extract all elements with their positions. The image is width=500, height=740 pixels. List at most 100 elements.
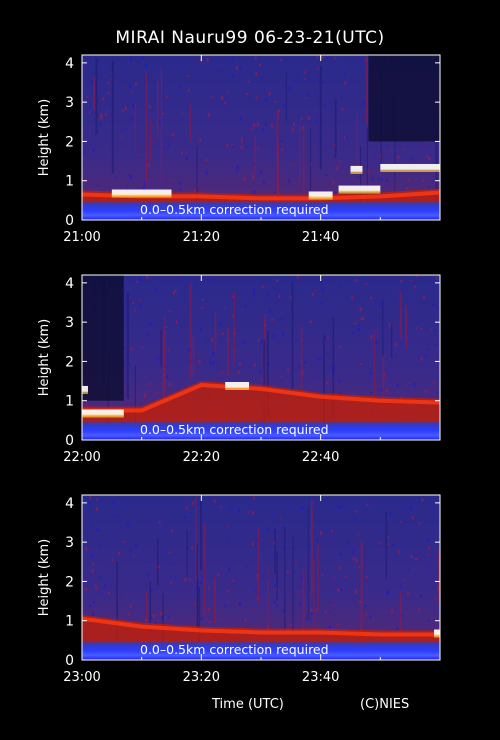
noise-speck xyxy=(266,293,269,297)
noise-speck xyxy=(360,318,363,321)
noise-speck xyxy=(198,359,201,364)
signal-streak xyxy=(126,293,129,400)
noise-speck xyxy=(124,86,127,88)
noise-speck xyxy=(264,123,267,127)
noise-speck xyxy=(129,174,132,179)
cloud-echo xyxy=(434,629,440,636)
noise-speck xyxy=(135,544,138,548)
noise-speck xyxy=(366,503,369,506)
noise-speck xyxy=(407,568,410,571)
noise-speck xyxy=(148,382,151,386)
signal-streak xyxy=(291,283,294,395)
noise-speck xyxy=(337,588,340,592)
noise-speck xyxy=(343,393,346,395)
noise-speck xyxy=(145,561,148,564)
noise-speck xyxy=(338,379,341,384)
noise-speck xyxy=(207,278,210,282)
x-tick-label: 21:00 xyxy=(63,230,100,245)
noise-speck xyxy=(238,509,241,513)
noise-speck xyxy=(296,275,299,279)
noise-speck xyxy=(168,310,171,313)
noise-speck xyxy=(164,139,167,141)
noise-speck xyxy=(232,73,235,77)
noise-speck xyxy=(93,600,96,604)
x-tick-label: 21:20 xyxy=(183,230,220,245)
noise-speck xyxy=(364,605,367,608)
noise-speck xyxy=(325,174,328,177)
signal-streak xyxy=(162,330,165,410)
noise-speck xyxy=(255,72,258,76)
noise-speck xyxy=(379,543,382,547)
noise-speck xyxy=(226,526,229,528)
noise-speck xyxy=(244,305,247,309)
signal-streak xyxy=(405,305,408,348)
cloud-edge xyxy=(111,194,172,198)
noise-speck xyxy=(337,516,340,518)
correction-note: 0.0–0.5km correction required xyxy=(140,642,329,657)
noise-speck xyxy=(280,295,283,299)
noise-speck xyxy=(266,527,269,531)
noise-speck xyxy=(256,122,259,127)
noise-speck xyxy=(220,96,223,100)
noise-speck xyxy=(379,154,382,157)
noise-speck xyxy=(253,190,256,195)
noise-speck xyxy=(307,116,310,120)
noise-speck xyxy=(301,507,304,511)
noise-speck xyxy=(198,352,201,354)
noise-speck xyxy=(170,134,173,137)
noise-speck xyxy=(377,531,380,533)
noise-speck xyxy=(389,512,392,516)
noise-speck xyxy=(102,97,105,100)
noise-speck xyxy=(91,569,94,573)
signal-streak xyxy=(214,312,217,352)
noise-speck xyxy=(86,95,89,98)
noise-speck xyxy=(397,550,400,555)
noise-speck xyxy=(109,73,112,75)
noise-speck xyxy=(206,58,209,62)
noise-speck xyxy=(387,543,390,546)
noise-speck xyxy=(235,66,238,70)
noise-speck xyxy=(170,581,173,584)
signal-streak xyxy=(254,135,256,175)
noise-speck xyxy=(256,537,259,541)
noise-speck xyxy=(114,177,117,180)
signal-streak xyxy=(276,551,278,600)
noise-speck xyxy=(200,306,203,310)
noise-speck xyxy=(231,315,234,318)
noise-speck xyxy=(422,295,425,300)
noise-speck xyxy=(98,545,101,548)
noise-speck xyxy=(100,592,103,594)
noise-speck xyxy=(305,69,308,71)
noise-speck xyxy=(156,357,159,361)
noise-speck xyxy=(91,612,94,617)
noise-speck xyxy=(226,91,229,93)
noise-speck xyxy=(286,571,289,575)
noise-speck xyxy=(401,535,404,538)
noise-speck xyxy=(180,113,183,115)
signal-streak xyxy=(300,326,303,405)
noise-speck xyxy=(127,175,130,177)
noise-speck xyxy=(95,528,98,533)
signal-streak xyxy=(157,538,159,586)
noise-speck xyxy=(231,144,234,146)
noise-speck xyxy=(338,160,341,163)
noise-speck xyxy=(182,62,185,66)
noise-speck xyxy=(271,124,274,129)
noise-speck xyxy=(111,559,114,562)
noise-speck xyxy=(335,623,338,626)
noise-speck xyxy=(130,91,133,94)
noise-speck xyxy=(329,611,332,613)
noise-speck xyxy=(426,155,429,158)
noise-speck xyxy=(250,143,253,145)
noise-speck xyxy=(179,187,182,191)
noise-speck xyxy=(334,191,337,194)
noise-speck xyxy=(220,321,223,325)
noise-speck xyxy=(265,98,268,102)
noise-speck xyxy=(346,541,349,546)
noise-speck xyxy=(168,382,171,387)
signal-streak xyxy=(385,511,387,580)
noise-speck xyxy=(430,329,433,331)
noise-speck xyxy=(357,328,360,332)
noise-speck xyxy=(172,133,175,136)
noise-speck xyxy=(193,500,196,502)
